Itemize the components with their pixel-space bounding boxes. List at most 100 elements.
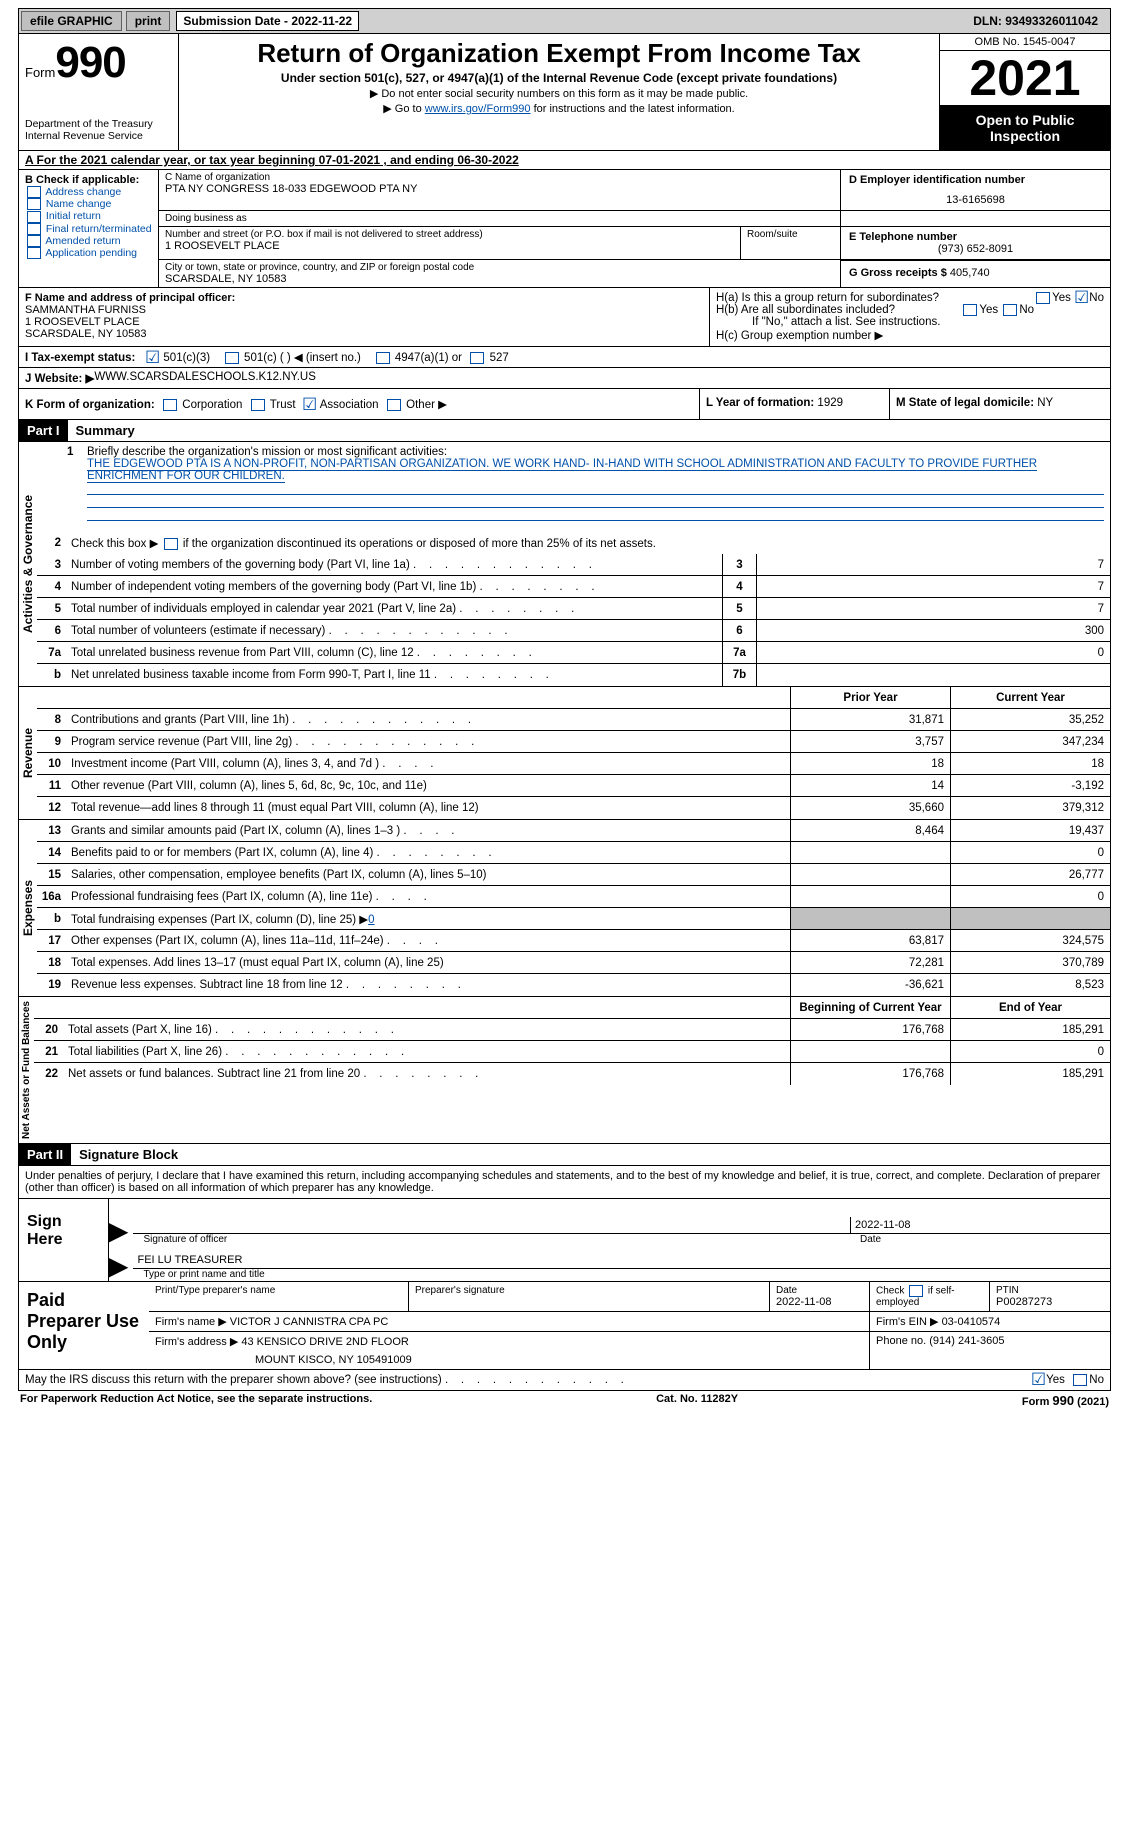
- form-number: Form990: [25, 38, 172, 88]
- omb-number: OMB No. 1545-0047: [940, 34, 1110, 51]
- line-8: Contributions and grants (Part VIII, lin…: [67, 712, 790, 728]
- phone-label: E Telephone number: [849, 231, 1102, 243]
- form-subtitle: Under section 501(c), 527, or 4947(a)(1)…: [187, 71, 931, 85]
- note-website: ▶ Go to www.irs.gov/Form990 for instruct…: [187, 102, 931, 115]
- form-title: Return of Organization Exempt From Incom…: [187, 38, 931, 69]
- sig-officer-label: Signature of officer: [133, 1234, 850, 1245]
- line-9: Program service revenue (Part VIII, line…: [67, 734, 790, 750]
- paid-preparer-label: Paid Preparer Use Only: [19, 1282, 149, 1369]
- chk-name-change[interactable]: Name change: [25, 198, 152, 210]
- sig-date-label: Date: [850, 1234, 1110, 1245]
- line-18: Total expenses. Add lines 13–17 (must eq…: [67, 955, 790, 971]
- arrow-icon: ▶: [109, 1252, 133, 1281]
- side-expenses: Expenses: [19, 820, 37, 996]
- line-5: Total number of individuals employed in …: [67, 601, 722, 617]
- signature-block: Under penalties of perjury, I declare th…: [18, 1166, 1111, 1282]
- dba-label: Doing business as: [165, 213, 834, 224]
- open-to-public: Open to Public Inspection: [940, 106, 1110, 150]
- gross-receipts-label: G Gross receipts $: [849, 267, 947, 279]
- line-13: Grants and similar amounts paid (Part IX…: [67, 823, 790, 839]
- irs-label: Internal Revenue Service: [25, 130, 172, 142]
- officer-name: SAMMANTHA FURNISS: [25, 304, 703, 316]
- print-button[interactable]: print: [126, 11, 171, 31]
- block-f-h: F Name and address of principal officer:…: [18, 288, 1111, 347]
- h-b-note: If "No," attach a list. See instructions…: [716, 316, 1104, 328]
- form-header: Form990 Department of the Treasury Inter…: [18, 34, 1111, 151]
- line-2: Check this box ▶ if the organization dis…: [67, 534, 1110, 552]
- tax-year: 2021: [940, 51, 1110, 106]
- gross-receipts-value: 405,740: [950, 267, 990, 279]
- line-4: Number of independent voting members of …: [67, 579, 722, 595]
- sign-here-label: Sign Here: [19, 1199, 109, 1281]
- arrow-icon: ▶: [109, 1217, 133, 1246]
- line-14: Benefits paid to or for members (Part IX…: [67, 845, 790, 861]
- chk-amended-return[interactable]: Amended return: [25, 235, 152, 247]
- officer-addr2: SCARSDALE, NY 10583: [25, 328, 703, 340]
- penalty-text: Under penalties of perjury, I declare th…: [19, 1166, 1110, 1198]
- line-21: Total liabilities (Part X, line 26): [64, 1044, 790, 1060]
- line-16a: Professional fundraising fees (Part IX, …: [67, 889, 790, 905]
- line-19: Revenue less expenses. Subtract line 18 …: [67, 977, 790, 993]
- col-c-org-info: C Name of organization PTA NY CONGRESS 1…: [159, 170, 1110, 287]
- officer-addr1: 1 ROOSEVELT PLACE: [25, 316, 703, 328]
- website-url: WWW.SCARSDALESCHOOLS.K12.NY.US: [94, 371, 316, 385]
- line-7a: Total unrelated business revenue from Pa…: [67, 645, 722, 661]
- line-12: Total revenue—add lines 8 through 11 (mu…: [67, 800, 790, 816]
- line-16b: Total fundraising expenses (Part IX, col…: [67, 910, 790, 928]
- submission-date: Submission Date - 2022-11-22: [176, 11, 359, 31]
- chk-initial-return[interactable]: Initial return: [25, 210, 152, 222]
- line-22: Net assets or fund balances. Subtract li…: [64, 1066, 790, 1082]
- row-i: I Tax-exempt status: ☑ 501(c)(3) 501(c) …: [18, 347, 1111, 368]
- row-j: J Website: ▶ WWW.SCARSDALESCHOOLS.K12.NY…: [18, 368, 1111, 389]
- calendar-year-row: A For the 2021 calendar year, or tax yea…: [18, 151, 1111, 170]
- city-value: SCARSDALE, NY 10583: [165, 273, 834, 285]
- org-name: PTA NY CONGRESS 18-033 EDGEWOOD PTA NY: [165, 183, 834, 195]
- name-title-label: Type or print name and title: [133, 1269, 1110, 1280]
- line-17: Other expenses (Part IX, column (A), lin…: [67, 933, 790, 949]
- irs-link[interactable]: www.irs.gov/Form990: [425, 103, 531, 115]
- addr-label: Number and street (or P.O. box if mail i…: [165, 229, 734, 240]
- firm-addr1: 43 KENSICO DRIVE 2ND FLOOR: [241, 1336, 409, 1348]
- city-label: City or town, state or province, country…: [165, 262, 834, 273]
- officer-label: F Name and address of principal officer:: [25, 292, 703, 304]
- addr-value: 1 ROOSEVELT PLACE: [165, 240, 734, 252]
- firm-phone: (914) 241-3605: [929, 1335, 1004, 1347]
- chk-address-change[interactable]: Address change: [25, 186, 152, 198]
- room-label: Room/suite: [747, 229, 834, 240]
- side-activities: Activities & Governance: [19, 442, 37, 686]
- line-15: Salaries, other compensation, employee b…: [67, 867, 790, 883]
- side-revenue: Revenue: [19, 687, 37, 819]
- officer-name-title: FEI LU TREASURER: [133, 1252, 246, 1268]
- line-11: Other revenue (Part VIII, column (A), li…: [67, 778, 790, 794]
- dept-treasury: Department of the Treasury: [25, 118, 172, 130]
- ein-label: D Employer identification number: [849, 174, 1102, 186]
- top-toolbar: efile GRAPHIC print Submission Date - 20…: [18, 8, 1111, 34]
- firm-name: VICTOR J CANNISTRA CPA PC: [230, 1316, 389, 1328]
- mission-text: THE EDGEWOOD PTA IS A NON-PROFIT, NON-PA…: [87, 458, 1037, 483]
- col-b-checkboxes: B Check if applicable: Address change Na…: [19, 170, 159, 287]
- dln-label: DLN: 93493326011042: [973, 14, 1108, 28]
- sig-date-val: 2022-11-08: [850, 1217, 1110, 1233]
- line-10: Investment income (Part VIII, column (A)…: [67, 756, 790, 772]
- row-k: K Form of organization: Corporation Trus…: [18, 389, 1111, 420]
- page-footer: For Paperwork Reduction Act Notice, see …: [18, 1391, 1111, 1410]
- side-netassets: Net Assets or Fund Balances: [19, 997, 34, 1143]
- line-7b: Net unrelated business taxable income fr…: [67, 667, 722, 683]
- block-b-c: B Check if applicable: Address change Na…: [18, 170, 1111, 288]
- mission-row: 1 Briefly describe the organization's mi…: [37, 442, 1110, 532]
- chk-application-pending[interactable]: Application pending: [25, 247, 152, 259]
- part-ii-header: Part II Signature Block: [18, 1144, 1111, 1166]
- line-6: Total number of volunteers (estimate if …: [67, 623, 722, 639]
- part-i-header: Part I Summary: [18, 420, 1111, 442]
- note-ssn: ▶ Do not enter social security numbers o…: [187, 87, 931, 100]
- irs-discuss-row: May the IRS discuss this return with the…: [18, 1370, 1111, 1391]
- summary-body: Activities & Governance 1 Briefly descri…: [18, 442, 1111, 1144]
- firm-ein: 03-0410574: [942, 1316, 1001, 1328]
- firm-addr2: MOUNT KISCO, NY 105491009: [155, 1354, 863, 1366]
- org-name-label: C Name of organization: [165, 172, 834, 183]
- ein-value: 13-6165698: [849, 186, 1102, 206]
- efile-graphic-button[interactable]: efile GRAPHIC: [21, 11, 122, 31]
- chk-final-return[interactable]: Final return/terminated: [25, 223, 152, 235]
- line-3: Number of voting members of the governin…: [67, 557, 722, 573]
- h-b-row: H(b) Are all subordinates included? Yes …: [716, 304, 1104, 316]
